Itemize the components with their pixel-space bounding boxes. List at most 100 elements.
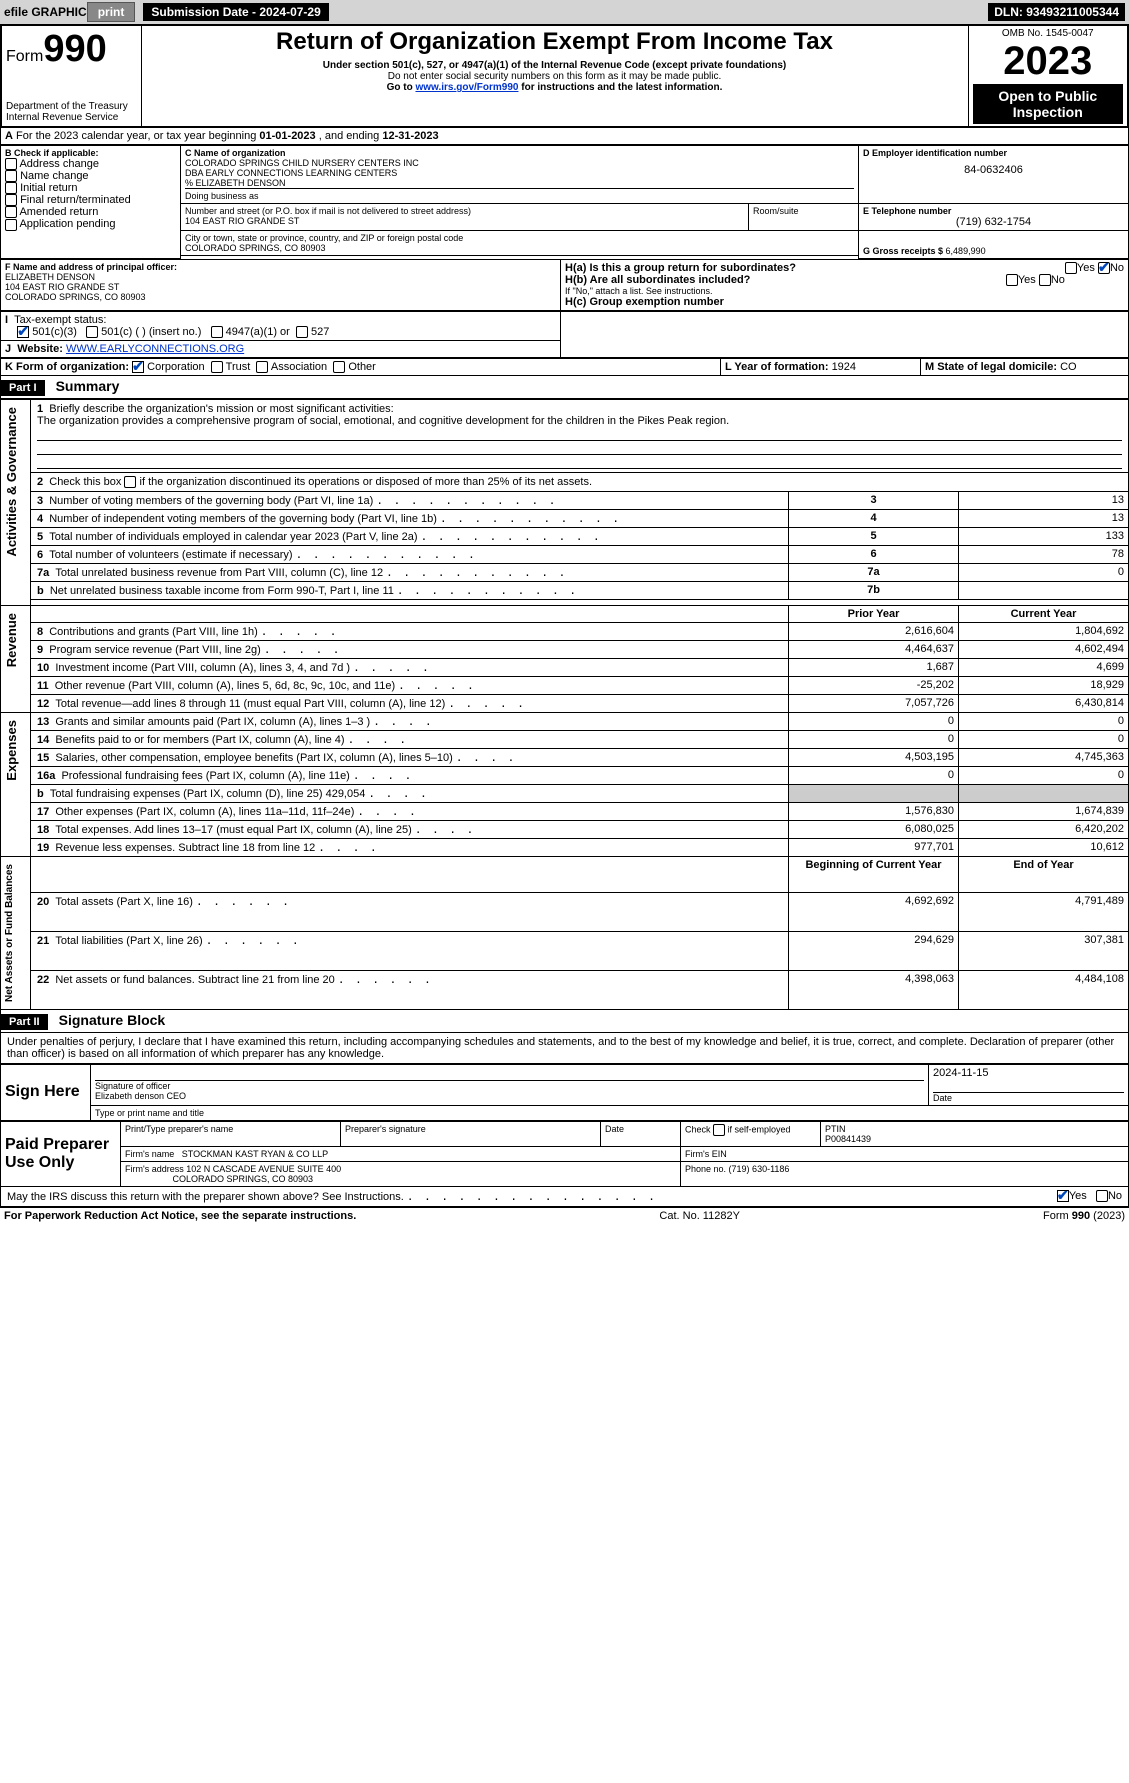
prep-date-label: Date (601, 1121, 681, 1146)
addr-value: 104 EAST RIO GRANDE ST (185, 216, 744, 226)
discuss-yes: Yes (1069, 1190, 1087, 1202)
sig-title-label: Type or print name and title (91, 1105, 1129, 1120)
firm-addr2: COLORADO SPRINGS, CO 80903 (173, 1174, 314, 1184)
cb-501c3[interactable] (17, 326, 29, 338)
sig-date-label: Date (933, 1093, 1124, 1103)
cb-amended-return[interactable] (5, 206, 17, 218)
inspection-label: Open to Public Inspection (973, 84, 1124, 124)
discuss-row: May the IRS discuss this return with the… (0, 1187, 1129, 1207)
ha-no-label: No (1110, 262, 1124, 274)
summary-table: Activities & Governance 1 Briefly descri… (0, 399, 1129, 1010)
hb-no-cb[interactable] (1039, 274, 1051, 286)
prep-sig-label: Preparer's signature (341, 1121, 601, 1146)
box-d-label: D Employer identification number (863, 148, 1124, 158)
sig-officer-label: Signature of officer (95, 1081, 924, 1091)
cb-initial-return[interactable] (5, 182, 17, 194)
firm-addr-label: Firm's address (125, 1164, 186, 1174)
opt-corp: Corporation (147, 361, 204, 373)
part2-label: Part II (1, 1014, 48, 1030)
opt-527: 527 (311, 326, 329, 338)
line-a-end: 12-31-2023 (382, 130, 438, 142)
print-button[interactable]: print (87, 2, 136, 22)
cb-app-pending[interactable] (5, 219, 17, 231)
cb-name-change[interactable] (5, 170, 17, 182)
col-current: Current Year (959, 605, 1129, 622)
cb-4947[interactable] (211, 326, 223, 338)
fh-block: F Name and address of principal officer:… (0, 259, 1129, 311)
form-title: Return of Organization Exempt From Incom… (146, 28, 964, 56)
hb-row: H(b) Are all subordinates included? Yes … (565, 274, 1124, 286)
cb-other[interactable] (333, 361, 345, 373)
q2-text: Check this box if the organization disco… (49, 476, 592, 488)
ha-yes-cb[interactable] (1065, 262, 1077, 274)
line-a-begin: 01-01-2023 (259, 130, 315, 142)
line-a: A For the 2023 calendar year, or tax yea… (0, 128, 1129, 145)
cb-trust[interactable] (211, 361, 223, 373)
cb-527[interactable] (296, 326, 308, 338)
instructions-link[interactable]: www.irs.gov/Form990 (415, 82, 518, 93)
cb-initial-return-label: Initial return (20, 182, 77, 194)
box-g: G Gross receipts $ 6,489,990 (863, 246, 1124, 256)
state-domicile: CO (1060, 361, 1077, 373)
page-footer: For Paperwork Reduction Act Notice, see … (0, 1207, 1129, 1224)
side-net: Net Assets or Fund Balances (2, 858, 17, 1008)
cb-self-employed[interactable] (713, 1124, 725, 1136)
org-name-3: % ELIZABETH DENSON (185, 178, 854, 188)
cb-final-return-label: Final return/terminated (20, 194, 131, 206)
firm-phone: (719) 630-1186 (729, 1164, 790, 1174)
part1-label: Part I (1, 380, 45, 396)
line-a-pre: For the 2023 calendar year, or tax year … (16, 130, 259, 142)
q1-label: Briefly describe the organization's miss… (49, 403, 393, 415)
discuss-text: May the IRS discuss this return with the… (7, 1191, 404, 1203)
hc-label: H(c) Group exemption number (565, 296, 1124, 308)
signature-table: Sign Here Signature of officer Elizabeth… (0, 1064, 1129, 1121)
gross-receipts: 6,489,990 (946, 246, 986, 256)
discuss-no-cb[interactable] (1096, 1190, 1108, 1202)
room-label: Room/suite (753, 206, 854, 216)
ptin-label: PTIN (825, 1124, 1124, 1134)
city-label: City or town, state or province, country… (185, 233, 854, 243)
form-word: Form (6, 48, 43, 65)
declaration: Under penalties of perjury, I declare th… (0, 1032, 1129, 1064)
discuss-yes-cb[interactable] (1057, 1190, 1069, 1202)
cb-app-pending-label: Application pending (19, 218, 115, 230)
city-value: COLORADO SPRINGS, CO 80903 (185, 243, 854, 253)
submission-date: Submission Date - 2024-07-29 (143, 3, 328, 21)
efile-label: efile GRAPHIC (4, 5, 87, 19)
part1-title: Summary (48, 378, 120, 394)
cb-address-change[interactable] (5, 158, 17, 170)
cb-501c[interactable] (86, 326, 98, 338)
subtitle-3: Go to www.irs.gov/Form990 for instructio… (146, 82, 964, 93)
col-prior: Prior Year (789, 605, 959, 622)
omb-label: OMB No. 1545-0047 (973, 28, 1124, 39)
ha-yes-label: Yes (1077, 262, 1095, 274)
cb-corp[interactable] (132, 361, 144, 373)
preparer-table: Paid Preparer Use Only Print/Type prepar… (0, 1121, 1129, 1187)
col-boy: Beginning of Current Year (789, 856, 959, 893)
top-bar: efile GRAPHIC print Submission Date - 20… (0, 0, 1129, 24)
website-link[interactable]: WWW.EARLYCONNECTIONS.ORG (66, 343, 244, 355)
sign-here-label: Sign Here (1, 1064, 91, 1120)
dept-label: Department of the Treasury (6, 101, 137, 112)
sig-officer-name: Elizabeth denson CEO (95, 1091, 924, 1101)
cb-discontinued[interactable] (124, 476, 136, 488)
officer-addr1: 104 EAST RIO GRANDE ST (5, 282, 556, 292)
firm-name-label: Firm's name (125, 1149, 177, 1159)
firm-ein-label: Firm's EIN (681, 1146, 1129, 1161)
box-f-label: F Name and address of principal officer: (5, 262, 556, 272)
discuss-no: No (1108, 1190, 1122, 1202)
hb-yes-label: Yes (1018, 274, 1036, 286)
cb-final-return[interactable] (5, 194, 17, 206)
part1-header: Part I Summary (0, 376, 1129, 399)
form-header: Form990 Department of the Treasury Inter… (0, 24, 1129, 128)
side-exp: Expenses (2, 714, 21, 787)
part2-header: Part II Signature Block (0, 1010, 1129, 1032)
cb-assoc[interactable] (256, 361, 268, 373)
ha-no-cb[interactable] (1098, 262, 1110, 274)
cb-name-change-label: Name change (20, 170, 89, 182)
klm-block: K Form of organization: Corporation Trus… (0, 358, 1129, 376)
hb-no-label: No (1051, 274, 1065, 286)
goto-pre: Go to (387, 82, 416, 93)
ptin-val: P00841439 (825, 1134, 1124, 1144)
hb-yes-cb[interactable] (1006, 274, 1018, 286)
